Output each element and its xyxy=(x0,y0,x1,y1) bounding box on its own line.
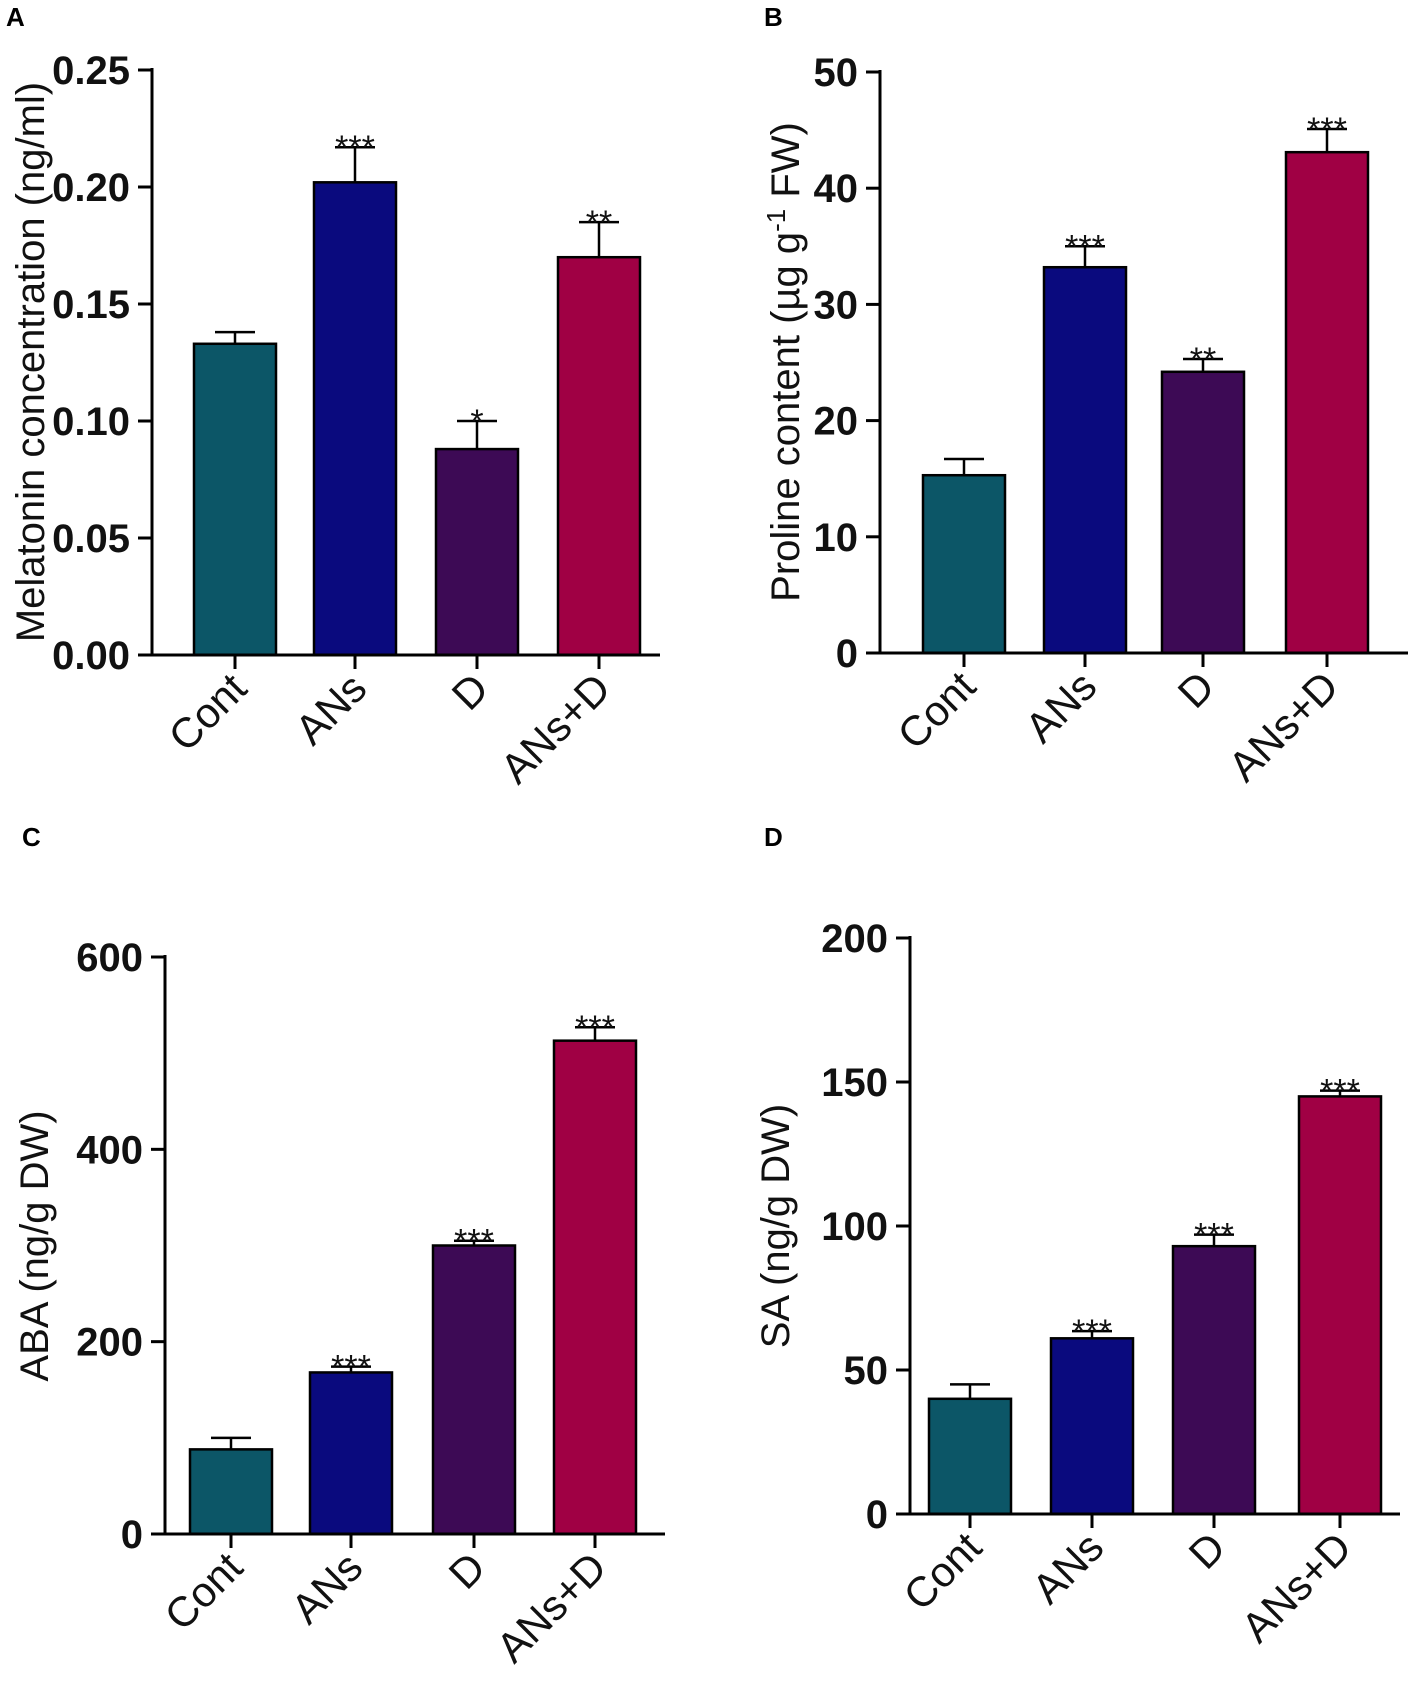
panel-letter-c: C xyxy=(22,822,41,852)
significance-label: *** xyxy=(575,1009,615,1047)
y-axis-title-part: FW) xyxy=(764,122,808,209)
significance-label: *** xyxy=(331,1349,371,1387)
x-tick-label: ANs xyxy=(282,1543,371,1632)
y-tick-label: 0 xyxy=(836,632,858,676)
significance-label: *** xyxy=(454,1223,494,1261)
y-axis-title-superscript: -1 xyxy=(761,209,791,232)
bar-d xyxy=(1160,370,1246,655)
significance-label: *** xyxy=(1320,1073,1360,1111)
y-tick-label: 0.20 xyxy=(52,166,130,210)
bar-d xyxy=(434,447,520,657)
y-tick-label: 30 xyxy=(814,283,859,327)
x-tick-label: D xyxy=(440,1543,495,1598)
x-tick-label: ANs+D xyxy=(487,1543,615,1671)
x-tick-label: Cont xyxy=(159,664,255,760)
y-tick-label: 200 xyxy=(76,1321,143,1365)
y-axis-title-part: Proline content (µg g xyxy=(764,232,808,602)
y-tick-label: 600 xyxy=(76,936,143,980)
x-tick-label: Cont xyxy=(888,662,984,758)
bar-ans xyxy=(1049,1337,1135,1516)
x-tick-label: ANs+D xyxy=(1232,1523,1360,1651)
bar-d xyxy=(431,1244,517,1536)
panel-letter-b: B xyxy=(764,2,783,32)
significance-label: *** xyxy=(1194,1217,1234,1255)
y-tick-label: 0 xyxy=(121,1513,143,1557)
y-tick-label: 0.15 xyxy=(52,283,130,327)
y-tick-label: 100 xyxy=(821,1205,888,1249)
y-axis-title: SA (ng/g DW) xyxy=(754,1104,798,1349)
significance-label: *** xyxy=(1307,111,1347,149)
y-tick-label: 0.10 xyxy=(52,400,130,444)
x-tick-label: D xyxy=(1169,662,1224,717)
y-axis-title: Proline content (µg g-1 FW) xyxy=(761,122,808,602)
x-tick-label: D xyxy=(1180,1523,1235,1578)
significance-label: *** xyxy=(1072,1313,1112,1351)
y-tick-label: 20 xyxy=(814,400,859,444)
x-tick-label: ANs+D xyxy=(491,664,619,792)
bar-ans-plus-d xyxy=(552,1039,638,1536)
bar-d xyxy=(1171,1244,1257,1516)
panel-letter-d: D xyxy=(764,822,783,852)
bar-cont xyxy=(188,1448,274,1536)
y-tick-label: 40 xyxy=(814,167,859,211)
x-tick-label: Cont xyxy=(894,1523,990,1619)
x-tick-label: D xyxy=(443,664,498,719)
bar-ans xyxy=(1042,265,1128,655)
x-tick-label: ANs xyxy=(286,664,375,753)
bar-ans-plus-d xyxy=(1297,1095,1383,1516)
y-tick-label: 50 xyxy=(814,51,859,95)
y-tick-label: 0.05 xyxy=(52,517,130,561)
y-axis-title-part: SA (ng/g DW) xyxy=(754,1104,798,1349)
y-tick-label: 50 xyxy=(844,1349,889,1393)
y-axis-title-part: ABA (ng/g DW) xyxy=(13,1110,57,1381)
x-tick-label: ANs+D xyxy=(1219,662,1347,790)
y-tick-label: 10 xyxy=(814,516,859,560)
significance-label: ** xyxy=(1190,341,1216,379)
significance-label: *** xyxy=(1065,228,1105,266)
bar-ans-plus-d xyxy=(1284,150,1370,655)
y-tick-label: 400 xyxy=(76,1128,143,1172)
y-axis-title-part: Melatonin concentration (ng/ml) xyxy=(9,82,53,642)
bar-cont xyxy=(192,342,278,657)
bar-ans xyxy=(312,181,398,657)
significance-label: *** xyxy=(335,129,375,167)
x-tick-label: Cont xyxy=(155,1543,251,1639)
y-tick-label: 150 xyxy=(821,1061,888,1105)
significance-label: ** xyxy=(586,204,612,242)
bar-ans-plus-d xyxy=(556,255,642,657)
y-axis-title: ABA (ng/g DW) xyxy=(13,1110,57,1381)
y-tick-label: 0.25 xyxy=(52,49,130,93)
panel-letter-a: A xyxy=(6,2,25,32)
y-tick-label: 0 xyxy=(866,1493,888,1537)
bar-cont xyxy=(927,1397,1013,1516)
x-tick-label: ANs xyxy=(1016,662,1105,751)
y-tick-label: 200 xyxy=(821,917,888,961)
bar-ans xyxy=(308,1371,394,1536)
y-axis-title: Melatonin concentration (ng/ml) xyxy=(9,82,53,642)
y-tick-label: 0.00 xyxy=(52,634,130,678)
significance-label: * xyxy=(470,403,483,441)
x-tick-label: ANs xyxy=(1023,1523,1112,1612)
bar-cont xyxy=(921,473,1007,655)
